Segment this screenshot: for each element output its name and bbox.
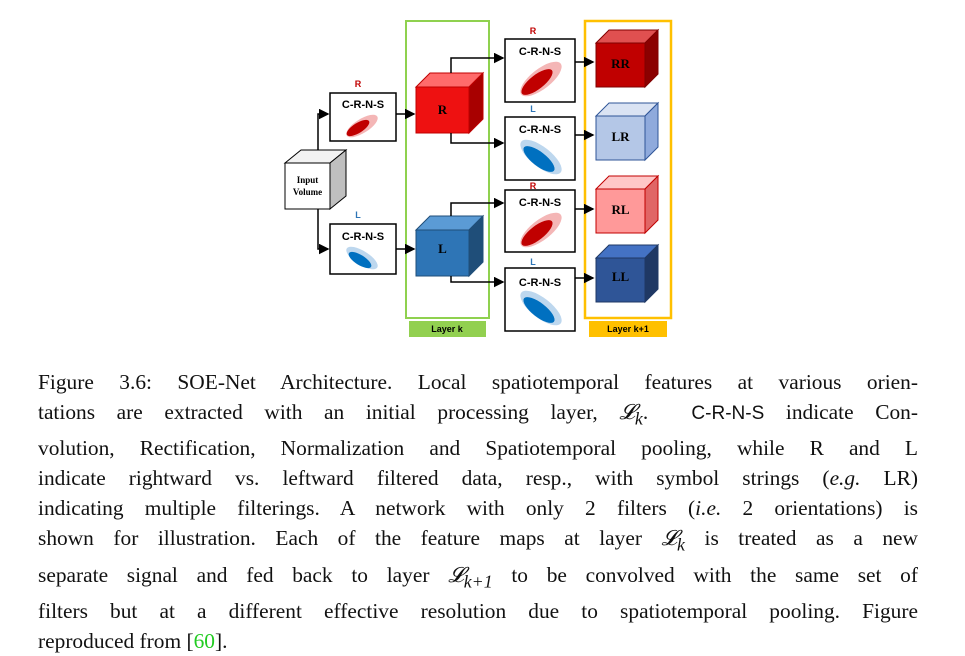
caption-s6a: separate signal and fed back to layer [38, 562, 430, 587]
caption-line-9: reproduced from [60]. [38, 626, 918, 656]
crns-box-rl: C-R-N-S [504, 189, 576, 253]
caption-s2b: volution, Rectification, Normalization a… [38, 436, 918, 461]
caption-s5b: is treated as a new [704, 526, 919, 551]
caption-s1b: tations are extracted with an initial pr… [38, 400, 598, 424]
caption-line-4: indicate rightward vs. leftward filtered… [38, 463, 918, 493]
cube-r-label: R [438, 102, 448, 117]
figure-caption: Figure 3.6: SOE-Net Architecture. Local … [38, 367, 918, 656]
caption-line-3: volution, Rectification, Normalization a… [38, 433, 918, 463]
cube-lr: LR [594, 101, 660, 162]
crns-box-ll: C-R-N-S [504, 267, 576, 332]
caption-s1a: Local spatiotemporal features at various… [417, 370, 918, 394]
layer-k1-label: Layer k+1 [607, 324, 649, 334]
caption-lk-3: 𝓛 [448, 562, 464, 587]
caption-eg: e.g. [829, 466, 861, 491]
caption-ie: i.e. [695, 496, 722, 521]
layer-k-label: Layer k [431, 324, 464, 334]
caption-s7: filters but at a different effective res… [38, 598, 918, 623]
caption-line-2: tations are extracted with an initial pr… [38, 400, 918, 429]
tag-l-2b: L [530, 257, 536, 267]
cube-lr-label: LR [611, 129, 630, 144]
crns-box-rr: C-R-N-S [504, 38, 576, 103]
caption-s6b: to be convolved with the same set of [511, 562, 919, 587]
caption-line-1: Figure 3.6: SOE-Net Architecture. Local … [38, 367, 918, 397]
cube-r: R [414, 71, 485, 135]
caption-s3: indicate rightward vs. leftward filtered… [38, 466, 830, 491]
crns-label-rr: C-R-N-S [519, 46, 561, 58]
caption-s2a: indicate Con- [785, 400, 918, 424]
caption-line-5: indicating multiple filterings. A networ… [38, 493, 918, 523]
caption-lk-2: 𝓛 [661, 526, 678, 551]
tag-r-2a: R [530, 26, 537, 36]
cube-ll-label: LL [612, 269, 630, 284]
crns-label-rl: C-R-N-S [519, 197, 561, 209]
caption-lk-1: 𝓛 [619, 400, 635, 424]
arrow-l-to-ll [450, 276, 505, 288]
caption-s8a: reproduced from [ [38, 628, 194, 653]
caption-s4a: indicating multiple filterings. A networ… [38, 496, 696, 521]
caption-s3b: LR) [860, 466, 918, 491]
soe-net-diagram: Layer k Layer k+1 Input Volume R C-R-N-S… [283, 19, 673, 337]
arrow-input-to-r [317, 108, 330, 150]
input-volume-cube: Input Volume [283, 148, 348, 211]
cube-l: L [414, 214, 485, 278]
layer-k-frame [405, 20, 490, 319]
cube-rl-label: RL [611, 202, 629, 217]
tag-l-2a: L [530, 104, 536, 114]
caption-sub-k1: k+1 [463, 570, 493, 591]
caption-s8b: ]. [215, 628, 228, 653]
caption-ref-link[interactable]: 60 [193, 628, 215, 653]
caption-line-7: separate signal and fed back to layer 𝓛k… [38, 560, 918, 596]
tag-r-2b: R [530, 181, 537, 191]
caption-fig-prefix: Figure 3.6: SOE-Net Architecture. [38, 370, 393, 394]
caption-crns: C-R-N-S [691, 403, 765, 424]
caption-sub-k-1: k [634, 408, 643, 429]
arrow-l-to-rl [450, 197, 505, 216]
crns-label-lr: C-R-N-S [519, 124, 561, 136]
tag-r-1: R [355, 79, 362, 89]
input-label-line1: Input [297, 175, 319, 185]
tag-l-1: L [355, 210, 361, 220]
arrow-r-to-lr [450, 133, 505, 149]
cube-ll: LL [594, 243, 660, 304]
caption-sub-k-2: k [677, 534, 685, 555]
layer-k1-frame [583, 19, 673, 320]
cube-rl: RL [594, 174, 660, 235]
cube-rr-label: RR [611, 56, 630, 71]
cube-l-label: L [438, 241, 447, 256]
input-label-line2: Volume [293, 187, 322, 197]
crns-box-l1: C-R-N-S [329, 223, 397, 275]
layer-k1-tag [589, 321, 667, 337]
arrow-r-to-rr [450, 52, 505, 73]
crns-label-l1: C-R-N-S [342, 231, 384, 243]
caption-line-6: shown for illustration. Each of the feat… [38, 523, 918, 559]
caption-line-8: filters but at a different effective res… [38, 596, 918, 626]
arrow-input-to-l [317, 209, 330, 255]
layer-k-tag [409, 321, 486, 337]
caption-s5a: shown for illustration. Each of the feat… [38, 526, 642, 551]
crns-box-lr: C-R-N-S [504, 116, 576, 181]
crns-label-r1: C-R-N-S [342, 99, 384, 111]
caption-s4b: 2 orientations) is [721, 496, 919, 521]
crns-label-ll: C-R-N-S [519, 277, 561, 289]
crns-box-r1: C-R-N-S [329, 92, 397, 142]
cube-rr: RR [594, 28, 660, 89]
